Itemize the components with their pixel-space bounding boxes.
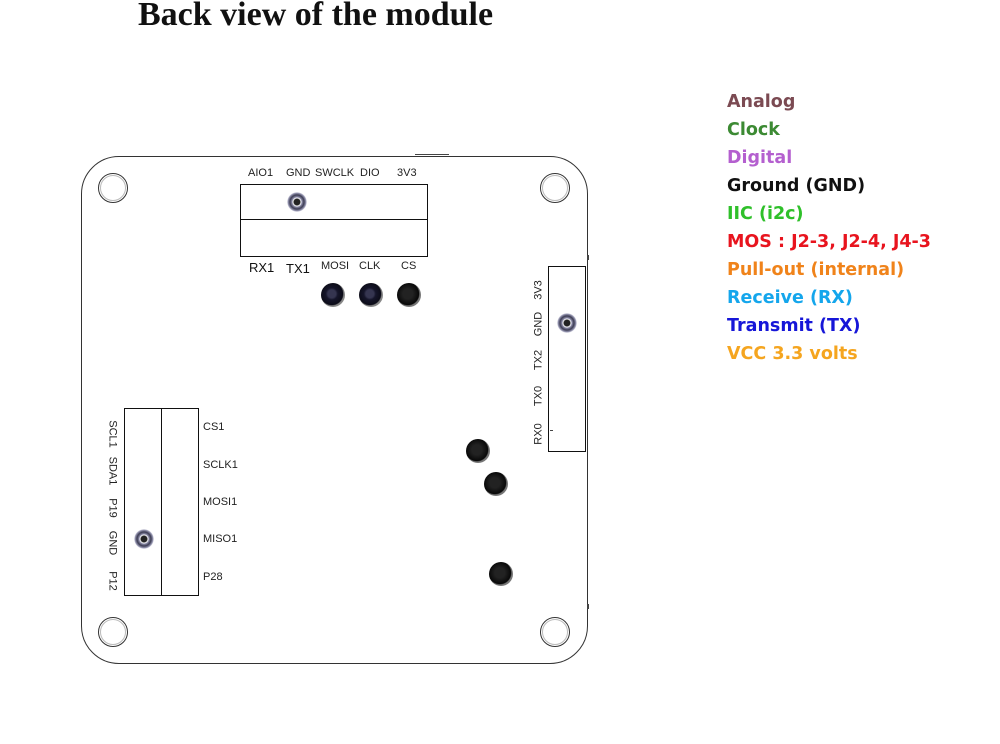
pad-clk	[359, 283, 383, 307]
top-header-lower-row	[240, 219, 428, 257]
pad-right-3	[489, 562, 513, 586]
legend-item-pull-out: Pull-out (internal)	[727, 260, 905, 280]
pin-label-dio: DIO	[360, 167, 380, 179]
legend-item-clock: Clock	[727, 120, 780, 140]
legend-item-analog: Analog	[727, 92, 796, 112]
pin-label-cs1: CS1	[203, 421, 225, 433]
mounting-hole-bottom-right	[540, 617, 570, 647]
right-header-screw	[557, 313, 577, 333]
pin-label-gnd-left: GND	[106, 530, 119, 556]
top-header-upper-row	[240, 184, 428, 220]
pad-cs	[397, 283, 421, 307]
pin-label-p28: P28	[203, 571, 223, 583]
diagram-title: Back view of the module	[138, 0, 494, 33]
left-header-column-a	[124, 408, 162, 596]
pin-label-tx2: TX2	[532, 349, 545, 371]
pad-right-1	[466, 439, 490, 463]
board-edge-mark	[587, 255, 589, 260]
pin-label-3v3: 3V3	[397, 167, 417, 179]
mounting-hole-bottom-left	[98, 617, 128, 647]
top-header-screw	[287, 192, 307, 212]
pin-label-mosi1: MOSI1	[203, 496, 238, 508]
left-header-column-b	[161, 408, 199, 596]
pin-label-miso1: MISO1	[203, 533, 238, 545]
board-edge-mark	[415, 154, 449, 155]
legend-item-ground: Ground (GND)	[727, 176, 866, 196]
board-edge-mark	[587, 604, 589, 609]
pin-label-scl1: SCL1	[106, 420, 119, 448]
legend-item-transmit: Transmit (TX)	[727, 316, 861, 336]
pin-label-swclk: SWCLK	[315, 167, 355, 179]
pin-label-gnd-right: GND	[532, 311, 545, 337]
pin-label-rx1: RX1	[249, 260, 275, 275]
legend-item-receive: Receive (RX)	[727, 288, 853, 308]
legend-item-vcc: VCC 3.3 volts	[727, 344, 858, 364]
pin-label-tx1: TX1	[286, 261, 310, 276]
right-header	[548, 266, 586, 452]
left-header-screw	[134, 529, 154, 549]
pin-label-sclk1: SCLK1	[203, 459, 238, 471]
pin-label-cs: CS	[401, 260, 417, 272]
legend-item-iic: IIC (i2c)	[727, 204, 804, 224]
mounting-hole-top-right	[540, 173, 570, 203]
color-legend: Analog Clock Digital Ground (GND) IIC (i…	[727, 88, 931, 368]
pad-right-2	[484, 472, 508, 496]
module-board-outline	[81, 156, 588, 664]
pin-label-mosi: MOSI	[321, 260, 350, 272]
legend-item-mos: MOS : J2-3, J2-4, J4-3	[727, 232, 931, 252]
pin-label-aio1: AIO1	[248, 167, 274, 179]
pad-mosi	[321, 283, 345, 307]
pin-label-3v3-right: 3V3	[532, 280, 545, 300]
pin-label-clk: CLK	[359, 260, 381, 272]
pin-label-sda1: SDA1	[106, 456, 119, 486]
pin-label-tx0: TX0	[532, 385, 545, 407]
board-edge-mark	[550, 430, 553, 431]
legend-item-digital: Digital	[727, 148, 793, 168]
pin-label-rx0: RX0	[532, 423, 545, 445]
pin-label-p12: P12	[106, 571, 119, 591]
pin-label-gnd: GND	[286, 167, 311, 179]
pin-label-p19: P19	[106, 498, 119, 518]
mounting-hole-top-left	[98, 173, 128, 203]
